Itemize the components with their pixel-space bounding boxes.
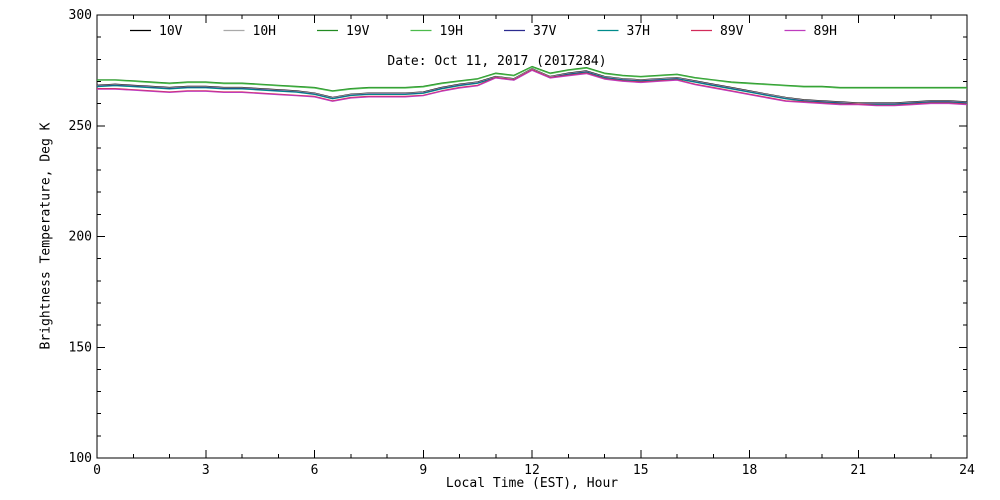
x-tick-label: 0	[93, 463, 101, 478]
series-line-89H	[97, 69, 968, 107]
x-tick-label: 3	[202, 463, 210, 478]
x-tick-label: 24	[959, 463, 975, 478]
series-line-19V	[97, 65, 967, 92]
x-tick-label: 9	[419, 463, 427, 478]
x-tick-label: 6	[311, 463, 319, 478]
chart-annotation: Date: Oct 11, 2017 (2017284)	[387, 54, 607, 69]
legend-label-37V: 37V	[533, 24, 557, 39]
series-line-19H	[97, 66, 967, 92]
legend-label-10H: 10H	[253, 24, 276, 39]
x-tick-label: 15	[633, 463, 649, 478]
y-axis-label: Brightness Temperature, Deg K	[38, 122, 54, 350]
legend-label-89H: 89H	[814, 24, 837, 39]
x-tick-label: 21	[850, 463, 866, 478]
x-tick-label: 12	[524, 463, 540, 478]
x-tick-label: 18	[742, 463, 758, 478]
y-tick-label: 100	[69, 451, 92, 466]
legend-label-19H: 19H	[440, 24, 463, 39]
x-axis-label: Local Time (EST), Hour	[445, 476, 619, 491]
y-tick-label: 200	[69, 230, 92, 245]
y-tick-label: 250	[69, 119, 92, 134]
legend-label-37H: 37H	[627, 24, 650, 39]
y-tick-label: 300	[69, 8, 92, 23]
y-tick-label: 150	[69, 340, 92, 355]
series-line-89V	[97, 69, 968, 106]
legend-label-19V: 19V	[346, 24, 370, 39]
legend-label-10V: 10V	[159, 24, 183, 39]
plot-frame	[96, 14, 968, 459]
series-line-10H	[96, 68, 968, 104]
series-line-10V	[96, 68, 968, 104]
legend-label-89V: 89V	[720, 24, 744, 39]
